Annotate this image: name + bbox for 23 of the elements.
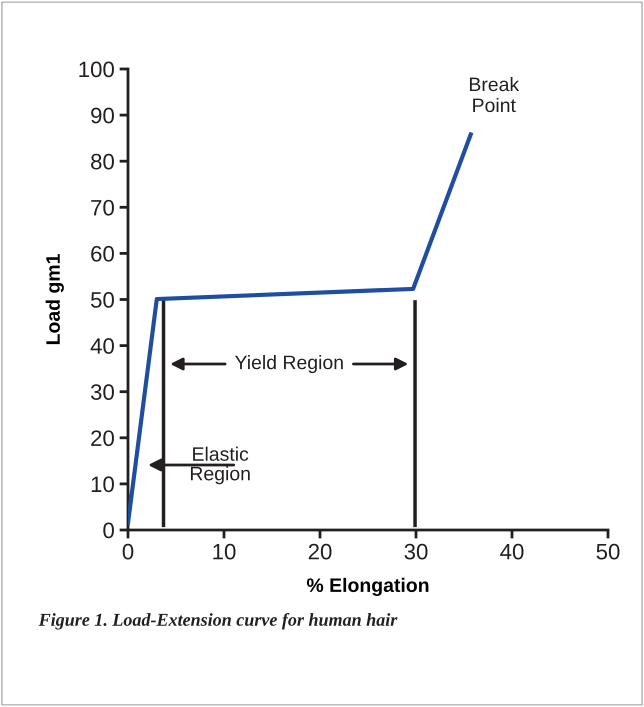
caption: Figure 1. Load-Extension curve for human hair	[38, 612, 398, 630]
x-axis-title: % Elongation	[306, 578, 428, 596]
x-tick-label: 40	[500, 544, 524, 560]
annotation: Elastic Region	[190, 446, 250, 484]
x-tick-label: 30	[404, 544, 428, 560]
y-tick-label: 70	[91, 200, 114, 216]
annotation: Yield Region	[234, 354, 343, 374]
y-tick-label: 100	[79, 62, 114, 78]
annotation: Break Point	[470, 76, 520, 112]
y-axis-title: Load gm1	[46, 254, 64, 344]
x-tick-label: 0	[122, 544, 134, 560]
y-tick-label: 50	[90, 292, 114, 308]
y-tick-label: 90	[91, 108, 114, 124]
y-tick-label: 10	[92, 476, 114, 492]
y-tick-label: 40	[90, 338, 114, 354]
y-tick-label: 30	[90, 384, 114, 400]
y-tick-label: 0	[103, 522, 114, 538]
x-tick-label: 20	[308, 544, 332, 560]
x-tick-label: 50	[596, 544, 620, 560]
y-tick-label: 20	[91, 430, 114, 446]
y-tick-label: 80	[91, 154, 114, 170]
x-tick-label: 10	[213, 544, 236, 560]
y-tick-label: 60	[91, 246, 114, 262]
